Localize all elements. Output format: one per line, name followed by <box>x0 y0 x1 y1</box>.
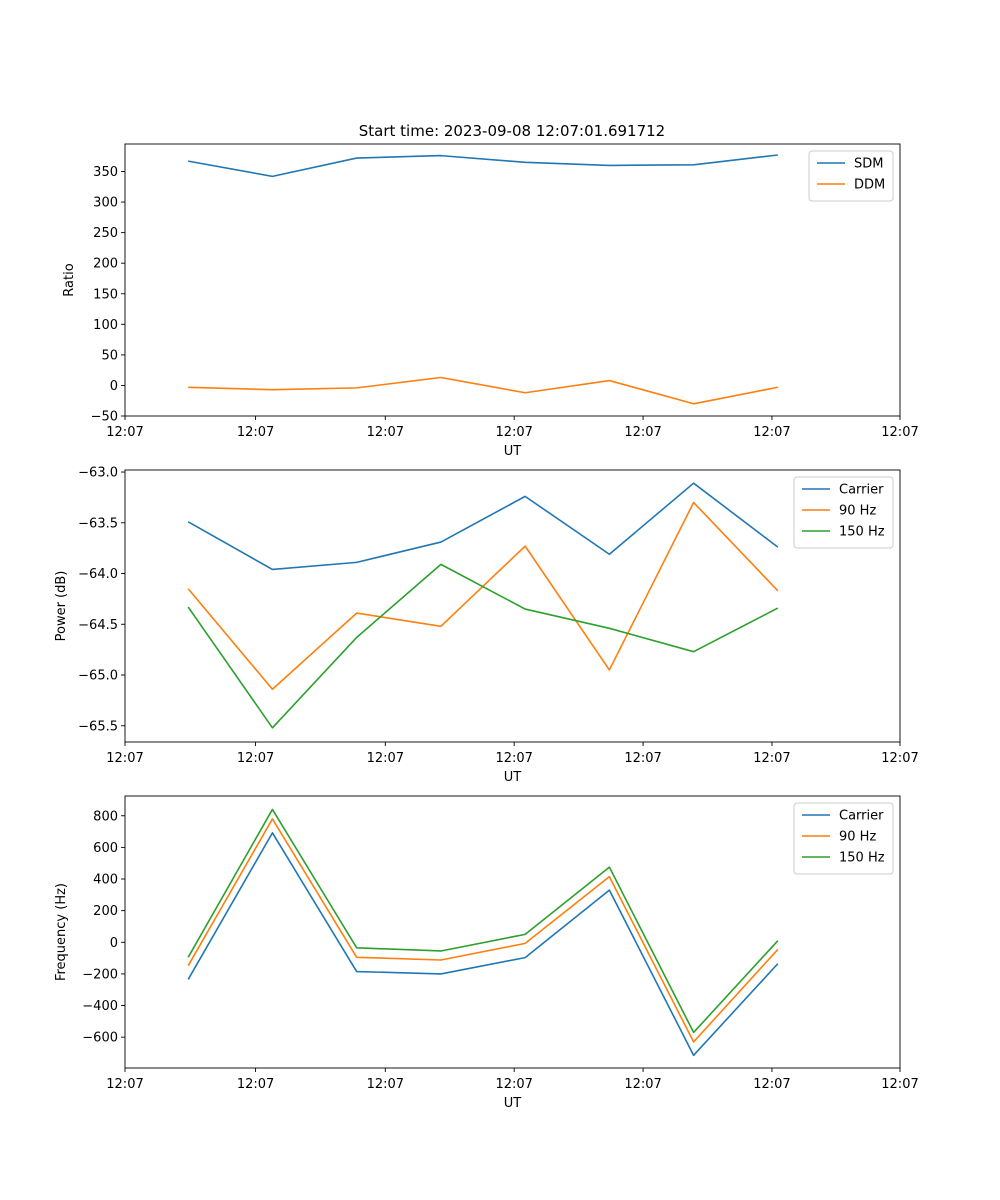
x-tick-label: 12:07 <box>881 1077 918 1092</box>
chart-panel-3: 12:07 12:07 12:07 12:07 12:07 12:07 12:07 −600 −… <box>54 795 919 1111</box>
x-tick-label: 12:07 <box>624 425 661 440</box>
chart-title: Start time: 2023-09-08 12:07:01.691712 <box>359 122 665 140</box>
legend-label: Carrier <box>839 809 884 824</box>
x-tick-label: 12:07 <box>106 425 143 440</box>
y-tick-label: −65.0 <box>78 669 118 684</box>
axes-frame <box>124 143 901 417</box>
chart-panel-1: 12:07 12:07 12:07 12:07 12:07 12:07 12:07−5005… <box>62 143 919 459</box>
series-line-carrier <box>187 832 779 1057</box>
legend: Carrier 90 Hz 150 Hz <box>793 476 894 549</box>
series-line-sdm <box>188 154 778 178</box>
chart-panel-2: 12:07 12:07 12:07 12:07 12:07 12:07 12:07 −65.5… <box>54 466 919 785</box>
legend: Carrier 90 Hz 150 Hz <box>793 802 894 875</box>
legend-label: 150 Hz <box>839 525 885 540</box>
y-tick-label: −63.0 <box>78 466 118 481</box>
legend-label: 90 Hz <box>839 830 876 845</box>
x-tick-label: 12:07 <box>237 1077 274 1092</box>
series-line-90-hz <box>187 818 779 1043</box>
legend-label: SDM <box>854 157 883 172</box>
y-axis-label: Ratio <box>62 263 77 296</box>
x-tick-label: 12:07 <box>237 751 274 766</box>
x-tick-label: 12:07 <box>753 425 790 440</box>
legend-label: 150 Hz <box>839 851 885 866</box>
x-tick-label: 12:07 <box>495 425 532 440</box>
y-tick-label: −64.0 <box>78 567 118 582</box>
y-tick-label: −63.5 <box>78 516 118 531</box>
y-tick-label: 50 <box>101 348 118 363</box>
x-tick-label: 12:07 <box>106 1077 143 1092</box>
y-tick-label: −65.5 <box>78 719 118 734</box>
y-tick-label: −400 <box>82 999 118 1014</box>
legend-label: 90 Hz <box>839 504 876 519</box>
axes-frame <box>124 469 901 743</box>
x-tick-label: 12:07 <box>753 1077 790 1092</box>
y-tick-label: −64.5 <box>78 618 118 633</box>
y-tick-label: 200 <box>93 257 118 272</box>
y-tick-label: 0 <box>110 936 118 951</box>
x-tick-label: 12:07 <box>624 1077 661 1092</box>
legend-label: Carrier <box>839 483 884 498</box>
x-tick-label: 12:07 <box>624 751 661 766</box>
y-tick-label: 800 <box>93 809 118 824</box>
y-tick-label: 200 <box>93 904 118 919</box>
y-tick-label: 350 <box>93 165 118 180</box>
series-group <box>188 154 779 405</box>
x-axis-label: UT <box>504 444 522 459</box>
x-tick-label: 12:07 <box>881 425 918 440</box>
series-group <box>187 808 779 1057</box>
x-tick-label: 12:07 <box>881 751 918 766</box>
x-axis-label: UT <box>504 1096 522 1111</box>
series-line-150-hz <box>187 563 779 729</box>
legend-label: DDM <box>854 178 885 193</box>
x-tick-label: 12:07 <box>367 1077 404 1092</box>
x-tick-label: 12:07 <box>106 751 143 766</box>
series-line-150-hz <box>187 808 779 1034</box>
legend: SDM DDM <box>808 150 894 202</box>
series-line-ddm <box>188 376 779 405</box>
chart-panels: 12:07 12:07 12:07 12:07 12:07 12:07 12:07−5005… <box>54 143 919 1111</box>
y-tick-label: 250 <box>93 226 118 241</box>
axes-frame <box>124 795 901 1069</box>
x-tick-label: 12:07 <box>495 751 532 766</box>
y-tick-label: 100 <box>93 318 118 333</box>
series-line-carrier <box>187 482 779 571</box>
x-tick-label: 12:07 <box>495 1077 532 1092</box>
y-tick-label: −200 <box>82 967 118 982</box>
y-tick-label: 600 <box>93 841 118 856</box>
y-tick-label: −600 <box>82 1031 118 1046</box>
x-tick-label: 12:07 <box>237 425 274 440</box>
y-axis-label: Frequency (Hz) <box>54 883 69 981</box>
y-tick-label: 300 <box>93 196 118 211</box>
series-line-90-hz <box>187 501 779 691</box>
y-axis-label: Power (dB) <box>54 571 69 642</box>
y-tick-label: 150 <box>93 287 118 302</box>
y-tick-label: 0 <box>110 379 118 394</box>
y-tick-label: −50 <box>91 410 118 425</box>
series-group <box>187 482 779 729</box>
x-tick-label: 12:07 <box>367 751 404 766</box>
y-tick-label: 400 <box>93 873 118 888</box>
x-tick-label: 12:07 <box>753 751 790 766</box>
x-axis-label: UT <box>504 770 522 785</box>
x-tick-label: 12:07 <box>367 425 404 440</box>
